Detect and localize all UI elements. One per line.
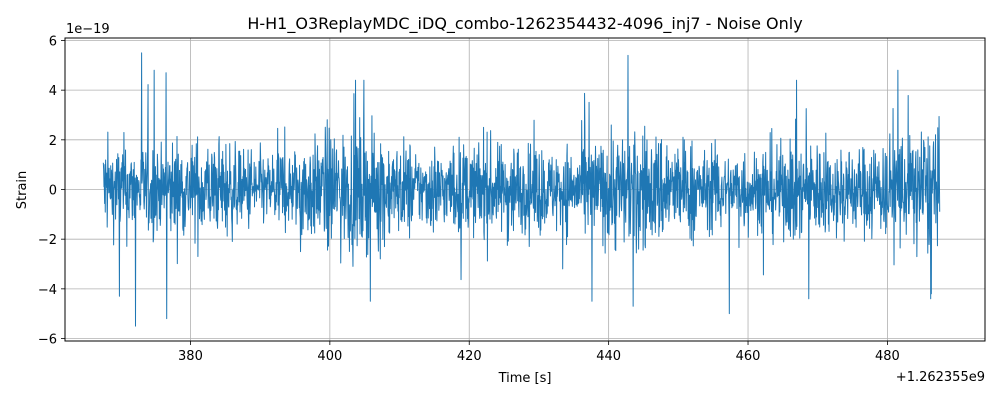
x-tick-label: 460: [736, 349, 761, 364]
x-tick-label: 440: [596, 349, 621, 364]
x-tick-label: 380: [178, 349, 203, 364]
strain-series: [102, 52, 941, 327]
y-tick-label: 0: [49, 184, 57, 199]
y-axis-label: Strain: [15, 171, 30, 210]
x-tick-label: 420: [457, 349, 482, 364]
x-axis-ticks: 380 400 420 440 460 480: [178, 341, 900, 364]
strain-line: [102, 52, 941, 327]
y-tick-label: −4: [38, 283, 57, 298]
y-tick-label: −2: [38, 233, 57, 248]
y-tick-label: −6: [38, 333, 57, 348]
y-scale-label: 1e−19: [66, 22, 110, 37]
y-tick-label: 2: [49, 134, 57, 149]
chart-title: H-H1_O3ReplayMDC_iDQ_combo-1262354432-40…: [247, 14, 802, 34]
x-tick-label: 480: [875, 349, 900, 364]
x-offset-label: +1.262355e9: [896, 370, 985, 385]
x-axis-label: Time [s]: [498, 371, 552, 386]
x-tick-label: 400: [317, 349, 342, 364]
y-tick-label: 4: [49, 84, 57, 99]
y-tick-label: 6: [49, 34, 57, 49]
y-axis-ticks: −6 −4 −2 0 2 4 6: [38, 34, 65, 348]
